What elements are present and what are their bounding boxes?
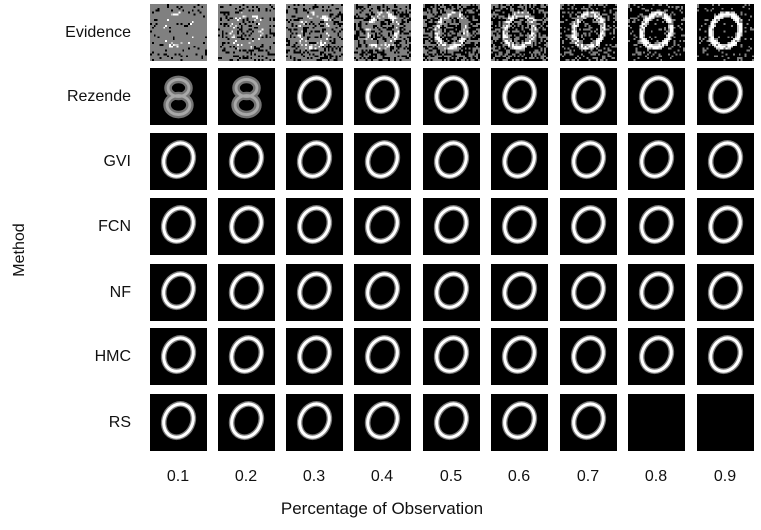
y-axis-title: Method <box>8 200 32 300</box>
image-hmc-0.9 <box>697 328 754 385</box>
image-hmc-0.2 <box>218 328 275 385</box>
image-hmc-0.1 <box>150 328 207 385</box>
row-label-gvi: GVI <box>103 153 131 170</box>
row-label-nf: NF <box>109 284 131 301</box>
column-label-0.6: 0.6 <box>507 468 531 485</box>
image-nf-0.7 <box>560 264 617 321</box>
image-hmc-0.4 <box>354 328 411 385</box>
column-label-0.2: 0.2 <box>234 468 258 485</box>
image-gvi-0.4 <box>354 133 411 190</box>
image-rezende-0.5 <box>423 68 480 125</box>
image-nf-0.3 <box>286 264 343 321</box>
column-label-0.4: 0.4 <box>370 468 394 485</box>
image-fcn-0.2 <box>218 198 275 255</box>
image-nf-0.8 <box>628 264 685 321</box>
image-fcn-0.7 <box>560 198 617 255</box>
image-fcn-0.1 <box>150 198 207 255</box>
image-hmc-0.5 <box>423 328 480 385</box>
image-rs-0.3 <box>286 394 343 451</box>
image-gvi-0.2 <box>218 133 275 190</box>
image-nf-0.4 <box>354 264 411 321</box>
row-label-evidence: Evidence <box>65 24 131 41</box>
image-fcn-0.5 <box>423 198 480 255</box>
image-rezende-0.6 <box>491 68 548 125</box>
image-evidence-0.5 <box>423 4 480 61</box>
image-hmc-0.7 <box>560 328 617 385</box>
image-gvi-0.8 <box>628 133 685 190</box>
row-label-rs: RS <box>108 414 131 431</box>
image-hmc-0.8 <box>628 328 685 385</box>
image-rs-0.1 <box>150 394 207 451</box>
image-rs-0.9 <box>697 394 754 451</box>
image-rezende-0.3 <box>286 68 343 125</box>
image-rezende-0.9 <box>697 68 754 125</box>
image-rezende-0.4 <box>354 68 411 125</box>
image-rs-0.2 <box>218 394 275 451</box>
image-fcn-0.3 <box>286 198 343 255</box>
image-evidence-0.7 <box>560 4 617 61</box>
y-axis-title-text: Method <box>11 223 28 277</box>
image-rezende-0.1 <box>150 68 207 125</box>
image-gvi-0.9 <box>697 133 754 190</box>
image-rs-0.7 <box>560 394 617 451</box>
image-rs-0.6 <box>491 394 548 451</box>
image-evidence-0.9 <box>697 4 754 61</box>
image-evidence-0.4 <box>354 4 411 61</box>
image-gvi-0.6 <box>491 133 548 190</box>
image-fcn-0.4 <box>354 198 411 255</box>
image-evidence-0.2 <box>218 4 275 61</box>
image-rs-0.4 <box>354 394 411 451</box>
image-rezende-0.2 <box>218 68 275 125</box>
image-nf-0.6 <box>491 264 548 321</box>
image-gvi-0.3 <box>286 133 343 190</box>
image-fcn-0.6 <box>491 198 548 255</box>
column-label-0.8: 0.8 <box>644 468 668 485</box>
image-fcn-0.9 <box>697 198 754 255</box>
image-hmc-0.6 <box>491 328 548 385</box>
column-label-0.1: 0.1 <box>166 468 190 485</box>
image-nf-0.2 <box>218 264 275 321</box>
column-label-0.5: 0.5 <box>439 468 463 485</box>
column-label-0.9: 0.9 <box>713 468 737 485</box>
column-label-0.3: 0.3 <box>302 468 326 485</box>
image-nf-0.1 <box>150 264 207 321</box>
image-rs-0.8 <box>628 394 685 451</box>
image-hmc-0.3 <box>286 328 343 385</box>
image-evidence-0.8 <box>628 4 685 61</box>
image-fcn-0.8 <box>628 198 685 255</box>
image-gvi-0.5 <box>423 133 480 190</box>
column-label-0.7: 0.7 <box>576 468 600 485</box>
image-nf-0.5 <box>423 264 480 321</box>
row-label-rezende: Rezende <box>66 88 131 105</box>
x-axis-title: Percentage of Observation <box>280 499 484 518</box>
image-evidence-0.3 <box>286 4 343 61</box>
image-gvi-0.1 <box>150 133 207 190</box>
image-evidence-0.1 <box>150 4 207 61</box>
image-rezende-0.7 <box>560 68 617 125</box>
image-rezende-0.8 <box>628 68 685 125</box>
image-nf-0.9 <box>697 264 754 321</box>
row-label-fcn: FCN <box>98 218 131 235</box>
image-gvi-0.7 <box>560 133 617 190</box>
image-rs-0.5 <box>423 394 480 451</box>
row-label-hmc: HMC <box>94 348 131 365</box>
image-evidence-0.6 <box>491 4 548 61</box>
